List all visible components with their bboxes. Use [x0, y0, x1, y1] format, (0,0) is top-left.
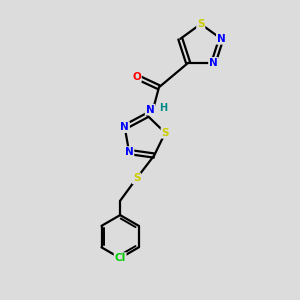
Text: S: S — [197, 19, 205, 29]
Text: O: O — [132, 72, 141, 82]
Text: N: N — [125, 147, 134, 157]
Text: N: N — [209, 58, 218, 68]
Text: Cl: Cl — [115, 253, 126, 263]
Text: H: H — [159, 103, 167, 113]
Text: S: S — [161, 128, 169, 138]
Text: S: S — [133, 173, 140, 183]
Text: N: N — [120, 122, 129, 132]
Text: N: N — [217, 34, 226, 44]
Text: N: N — [146, 105, 154, 115]
